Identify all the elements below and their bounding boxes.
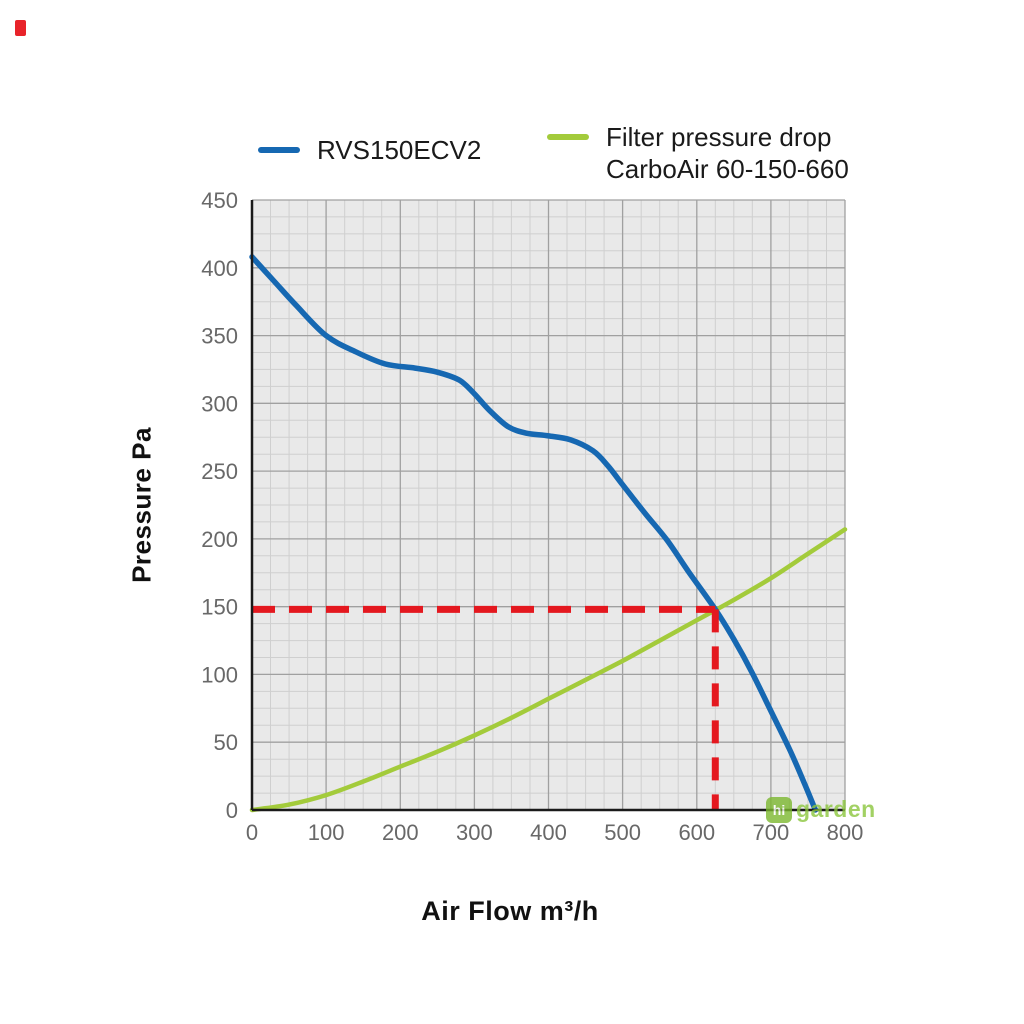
x-tick-label: 800 xyxy=(827,820,864,845)
fan-curve xyxy=(249,254,819,813)
filter-curve xyxy=(249,527,848,813)
watermark: hi garden xyxy=(766,796,876,823)
y-tick-label: 450 xyxy=(201,188,238,213)
y-tick-label: 0 xyxy=(226,798,238,823)
legend-line-green-icon xyxy=(547,134,589,140)
y-tick-label: 100 xyxy=(201,662,238,687)
legend-label-filter: Filter pressure drop CarboAir 60-150-660 xyxy=(606,121,849,185)
x-axis-title: Air Flow m³/h xyxy=(421,896,599,926)
y-tick-label: 350 xyxy=(201,324,238,349)
legend-label-filter-line1: Filter pressure drop xyxy=(606,122,832,152)
x-tick-label: 100 xyxy=(308,820,345,845)
y-tick-label: 200 xyxy=(201,527,238,552)
x-tick-label: 200 xyxy=(382,820,419,845)
x-tick-label: 500 xyxy=(604,820,641,845)
y-tick-label: 150 xyxy=(201,595,238,620)
y-tick-label: 400 xyxy=(201,256,238,281)
x-tick-label: 300 xyxy=(456,820,493,845)
watermark-logo-icon: hi xyxy=(766,796,792,823)
legend-label-rvs150ecv2: RVS150ECV2 xyxy=(317,135,482,165)
legend-label-filter-line2: CarboAir 60-150-660 xyxy=(606,154,849,184)
legend-item-filter: Filter pressure drop CarboAir 60-150-660 xyxy=(547,121,849,185)
legend-line-blue-icon xyxy=(258,147,300,153)
x-tick-label: 0 xyxy=(246,820,258,845)
corner-mark xyxy=(15,20,26,36)
y-tick-label: 300 xyxy=(201,391,238,416)
y-tick-label: 250 xyxy=(201,459,238,484)
legend-item-rvs150ecv2: RVS150ECV2 xyxy=(258,134,481,166)
x-tick-label: 700 xyxy=(753,820,790,845)
y-tick-label: 50 xyxy=(214,730,238,755)
watermark-text: garden xyxy=(796,796,876,822)
x-tick-label: 600 xyxy=(678,820,715,845)
x-tick-label: 400 xyxy=(530,820,567,845)
operating-point-guides xyxy=(252,605,719,810)
